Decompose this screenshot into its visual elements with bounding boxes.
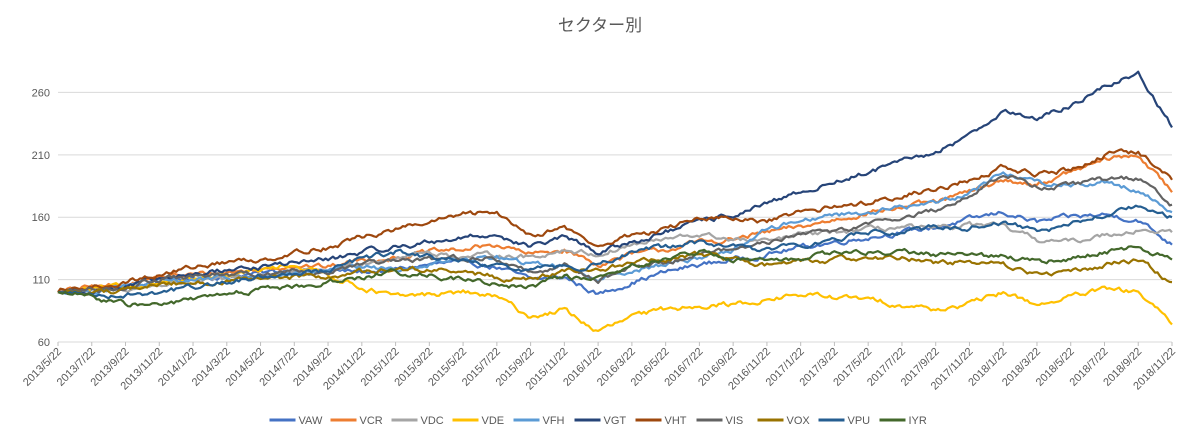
legend-label: VGT — [604, 415, 627, 427]
y-tick-label: 110 — [32, 275, 50, 287]
legend-label: VHT — [665, 415, 687, 427]
legend-label: IYR — [909, 415, 927, 427]
y-tick-label: 210 — [32, 150, 50, 162]
legend-label: VDE — [482, 415, 505, 427]
series-line-iyr — [57, 245, 1173, 308]
legend-item-vht[interactable]: VHT — [635, 415, 687, 427]
series-lines — [57, 70, 1173, 332]
legend-item-vgt[interactable]: VGT — [574, 415, 627, 427]
legend-label: VCR — [360, 415, 383, 427]
legend-label: VAW — [299, 415, 323, 427]
legend-item-vis[interactable]: VIS — [696, 415, 744, 427]
legend-item-vaw[interactable]: VAW — [269, 415, 323, 427]
legend[interactable]: VAW VCR VDC VDE VFH VGT VHT VIS VOX VPU IYR — [269, 415, 927, 427]
legend-item-vox[interactable]: VOX — [757, 415, 811, 427]
legend-label: VIS — [726, 415, 744, 427]
legend-label: VFH — [543, 415, 565, 427]
series-line-vis — [57, 175, 1173, 294]
y-axis-ticks: 60 110 160 210 260 — [32, 87, 50, 349]
legend-item-vpu[interactable]: VPU — [818, 415, 871, 427]
legend-item-vdc[interactable]: VDC — [391, 415, 444, 427]
legend-label: VDC — [421, 415, 444, 427]
legend-item-vde[interactable]: VDE — [452, 415, 505, 427]
legend-label: VOX — [787, 415, 811, 427]
legend-item-vfh[interactable]: VFH — [513, 415, 565, 427]
series-line-vox — [57, 250, 1173, 296]
series-line-vpu — [57, 204, 1173, 300]
legend-label: VPU — [848, 415, 871, 427]
legend-item-vcr[interactable]: VCR — [330, 415, 383, 427]
y-tick-label: 260 — [32, 87, 50, 99]
legend-item-iyr[interactable]: IYR — [879, 415, 927, 427]
series-line-vgt — [57, 70, 1173, 296]
chart-title: セクター別 — [558, 16, 642, 36]
y-tick-label: 160 — [32, 212, 50, 224]
series-line-vht — [57, 148, 1173, 293]
y-tick-label: 60 — [38, 337, 50, 349]
